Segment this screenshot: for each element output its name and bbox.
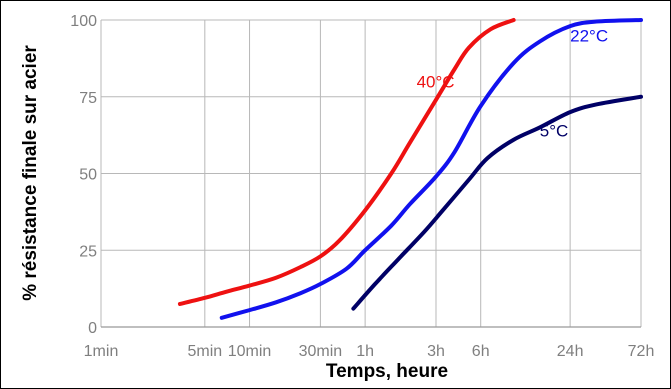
x-tick-label: 6h: [472, 343, 490, 360]
x-tick-label: 10min: [228, 343, 272, 360]
x-axis-title: Temps, heure: [326, 361, 448, 382]
series-label-1: 22°C: [570, 26, 608, 45]
x-tick-label: 5min: [187, 343, 222, 360]
series-labels: 40°C 22°C 5°C: [417, 26, 609, 140]
y-tick-label: 75: [79, 90, 97, 107]
series-line-0: [177, 18, 516, 306]
y-tick-label: 0: [88, 320, 97, 337]
series-label-2: 5°C: [540, 122, 569, 141]
x-tick-label: 1h: [356, 343, 374, 360]
y-tick-label: 25: [79, 243, 97, 260]
x-tick-label: 3h: [427, 343, 445, 360]
x-tick-label: 30min: [299, 343, 343, 360]
x-tick-label: 72h: [628, 343, 655, 360]
series-line-1: [219, 18, 643, 320]
series-label-0: 40°C: [417, 73, 455, 92]
series-lines: [177, 18, 643, 320]
y-axis-title: % résistance finale sur acier: [20, 45, 41, 301]
x-tick-label: 1min: [84, 343, 119, 360]
series-line-2: [351, 94, 643, 311]
y-tick-label: 50: [79, 167, 97, 184]
x-tick-labels: 1min 5min 10min 30min 1h 3h 6h 24h 72h: [84, 343, 655, 360]
y-tick-label: 100: [70, 13, 97, 30]
grid: [100, 19, 642, 328]
y-tick-labels: 0 25 50 75 100: [70, 13, 97, 337]
x-tick-label: 24h: [557, 343, 584, 360]
